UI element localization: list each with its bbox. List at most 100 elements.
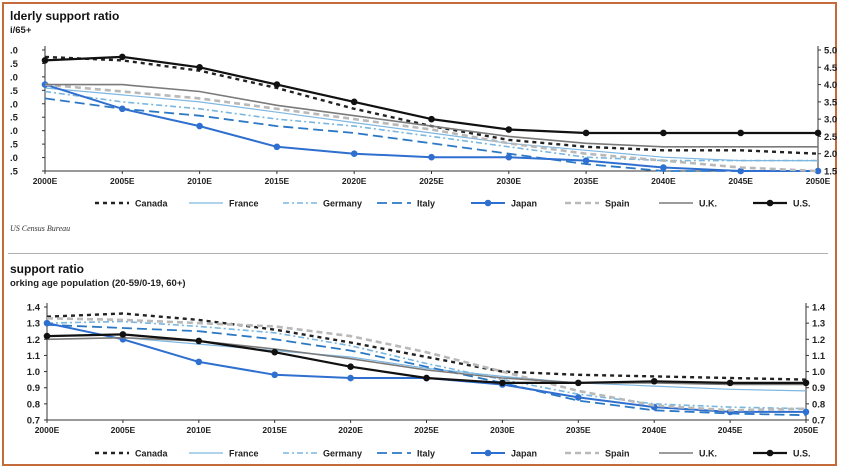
chart-1-x-tick-label: 2040E bbox=[651, 176, 676, 186]
chart-1-x-tick-label: 2045E bbox=[728, 176, 753, 186]
chart-2-x-tick-label: 2020E bbox=[338, 425, 363, 435]
chart-1-series-japan-point bbox=[660, 164, 667, 171]
chart-2-series-us-point bbox=[271, 348, 279, 356]
chart-1-left-tick-label: .0 bbox=[10, 126, 18, 137]
chart-1-left-tick-label: .0 bbox=[10, 99, 18, 110]
chart-2-subtitle: orking age population (20-59/0-19, 60+) bbox=[10, 278, 186, 289]
chart-1-series-japan-point bbox=[196, 122, 203, 130]
chart-1-series-france-line bbox=[44, 87, 818, 162]
chart-1-legend-us-label: U.S. bbox=[793, 199, 811, 209]
chart-1-legend-japan-marker bbox=[484, 199, 492, 207]
chart-2-series-japan-point bbox=[802, 408, 810, 416]
support-ratio-chart: 2000E 2005E 2010E 2015E 2020E 2025E 2030E 2035E… bbox=[27, 303, 826, 459]
chart-2-left-tick-label: 0.9 bbox=[27, 383, 40, 394]
chart-1-x-tick-label: 2015E bbox=[265, 176, 290, 186]
chart-2-series-us-point bbox=[195, 337, 203, 345]
chart-1-right-tick-label: 2.0 bbox=[824, 149, 837, 160]
chart-1-x-tick-label: 2035E bbox=[574, 176, 599, 186]
chart-1-series-japan-point bbox=[428, 153, 435, 161]
chart-1-left-tick-label: .0 bbox=[10, 153, 18, 164]
chart-1-x-tick-label: 2005E bbox=[110, 176, 135, 186]
chart-2-series-japan-point bbox=[347, 374, 354, 382]
chart-2-legend-japan-label: Japan bbox=[511, 449, 537, 459]
chart-1-series-us-point bbox=[196, 63, 203, 71]
chart-2-legend-canada-label: Canada bbox=[135, 449, 169, 459]
chart-2-legend-uk-label: U.K. bbox=[699, 449, 717, 459]
chart-2-left-tick-label: 1.4 bbox=[27, 303, 41, 314]
chart-2-left-tick-label: 1.2 bbox=[27, 335, 40, 346]
chart-1-series-us-point bbox=[273, 81, 281, 88]
chart-2-x-tick-label: 2050E bbox=[794, 425, 819, 435]
chart-1-left-tick-label: .5 bbox=[10, 140, 19, 151]
chart-1-legend-italy-label: Italy bbox=[417, 199, 435, 209]
chart-1-right-tick-label: 2.5 bbox=[824, 132, 838, 143]
chart-2-series-germany-line bbox=[46, 320, 807, 410]
chart-1-x-tick-label: 2020E bbox=[342, 176, 367, 186]
chart-2-left-tick-label: 1.1 bbox=[27, 351, 41, 362]
chart-1-left-tick-label: .5 bbox=[10, 167, 19, 178]
chart-2-series-us-point bbox=[119, 331, 127, 338]
chart-1-series-germany-line bbox=[44, 90, 818, 162]
chart-2-title: support ratio bbox=[10, 262, 84, 276]
chart-2-series-us-point bbox=[43, 332, 51, 340]
chart-1-series-us-point bbox=[41, 57, 49, 64]
chart-1-x-tick-label: 2050E bbox=[806, 176, 831, 186]
chart-1-left-tick-label: .0 bbox=[10, 46, 18, 57]
chart-1-x-tick-label: 2030E bbox=[497, 176, 522, 186]
chart-1-x-tick-label: 2025E bbox=[419, 176, 444, 186]
chart-2-series-italy-line bbox=[46, 323, 807, 417]
chart-2-series-japan-point bbox=[43, 319, 51, 327]
chart-2-left-tick-label: 0.7 bbox=[27, 416, 40, 427]
chart-1-series-uk-line bbox=[45, 83, 818, 148]
chart-2-right-tick-label: 0.7 bbox=[812, 416, 825, 427]
chart-2-series-france-line bbox=[46, 337, 807, 392]
page-frame bbox=[2, 2, 837, 466]
chart-1-series-japan-point bbox=[582, 157, 590, 164]
chart-2-legend-japan-marker bbox=[484, 449, 492, 457]
chart-2-right-tick-label: 1.0 bbox=[812, 367, 825, 378]
chart-2-series-japan-point bbox=[271, 371, 279, 379]
chart-1-series-japan-point bbox=[505, 153, 513, 161]
chart-1-series-japan-point bbox=[273, 143, 281, 151]
chart-1-series-us-point bbox=[428, 115, 435, 123]
chart-2-series-us-point bbox=[347, 363, 354, 371]
chart-1-series-us-point bbox=[582, 129, 590, 137]
chart-2-series-us-point bbox=[802, 379, 810, 387]
chart-1-series-japan-point bbox=[737, 167, 744, 175]
chart-1-legend-canada-label: Canada bbox=[135, 199, 169, 209]
chart-2-x-tick-label: 2005E bbox=[111, 425, 136, 435]
chart-1-series-us-point bbox=[737, 129, 744, 137]
source-note: US Census Bureau bbox=[10, 224, 71, 233]
chart-2-left-tick-label: 1.3 bbox=[27, 319, 40, 330]
chart-2-right-tick-label: 1.2 bbox=[812, 335, 825, 346]
chart-1-x-tick-label: 2000E bbox=[33, 176, 58, 186]
chart-2-series-spain-line bbox=[46, 317, 807, 412]
chart-1-title: lderly support ratio bbox=[10, 9, 120, 23]
chart-1-legend-uk-label: U.K. bbox=[699, 199, 717, 209]
chart-1-legend-spain-label: Spain bbox=[605, 199, 630, 209]
chart-1-series-japan-point bbox=[119, 105, 126, 113]
chart-2-x-tick-label: 2040E bbox=[642, 425, 667, 435]
chart-2-right-tick-label: 1.3 bbox=[812, 319, 825, 330]
chart-2-x-tick-label: 2015E bbox=[262, 425, 287, 435]
chart-2-series-japan-point bbox=[575, 394, 582, 401]
chart-1-series-us-point bbox=[660, 129, 667, 137]
chart-2-series-us-point bbox=[726, 379, 734, 387]
section-divider bbox=[8, 253, 828, 254]
chart-2-right-tick-label: 1.1 bbox=[812, 351, 826, 362]
chart-1-legend-us-marker bbox=[766, 199, 774, 207]
chart-2-legend-italy-label: Italy bbox=[417, 449, 435, 459]
chart-2-left-tick-label: 1.0 bbox=[27, 367, 40, 378]
chart-1-subtitle: i/65+ bbox=[10, 25, 32, 36]
chart-1-right-tick-label: 3.0 bbox=[824, 115, 837, 126]
chart-1-right-tick-label: 3.5 bbox=[824, 97, 838, 108]
chart-2-x-tick-label: 2010E bbox=[187, 425, 212, 435]
chart-2-x-tick-label: 2045E bbox=[718, 425, 743, 435]
chart-2-series-us-point bbox=[650, 377, 658, 385]
chart-1-left-tick-label: .5 bbox=[10, 86, 19, 97]
chart-1-right-tick-label: 4.0 bbox=[824, 80, 837, 91]
chart-2-x-tick-label: 2025E bbox=[414, 425, 439, 435]
chart-2-legend-france-label: France bbox=[229, 449, 259, 459]
chart-2-x-tick-label: 2000E bbox=[35, 425, 60, 435]
chart-2-series-us-point bbox=[423, 374, 430, 382]
